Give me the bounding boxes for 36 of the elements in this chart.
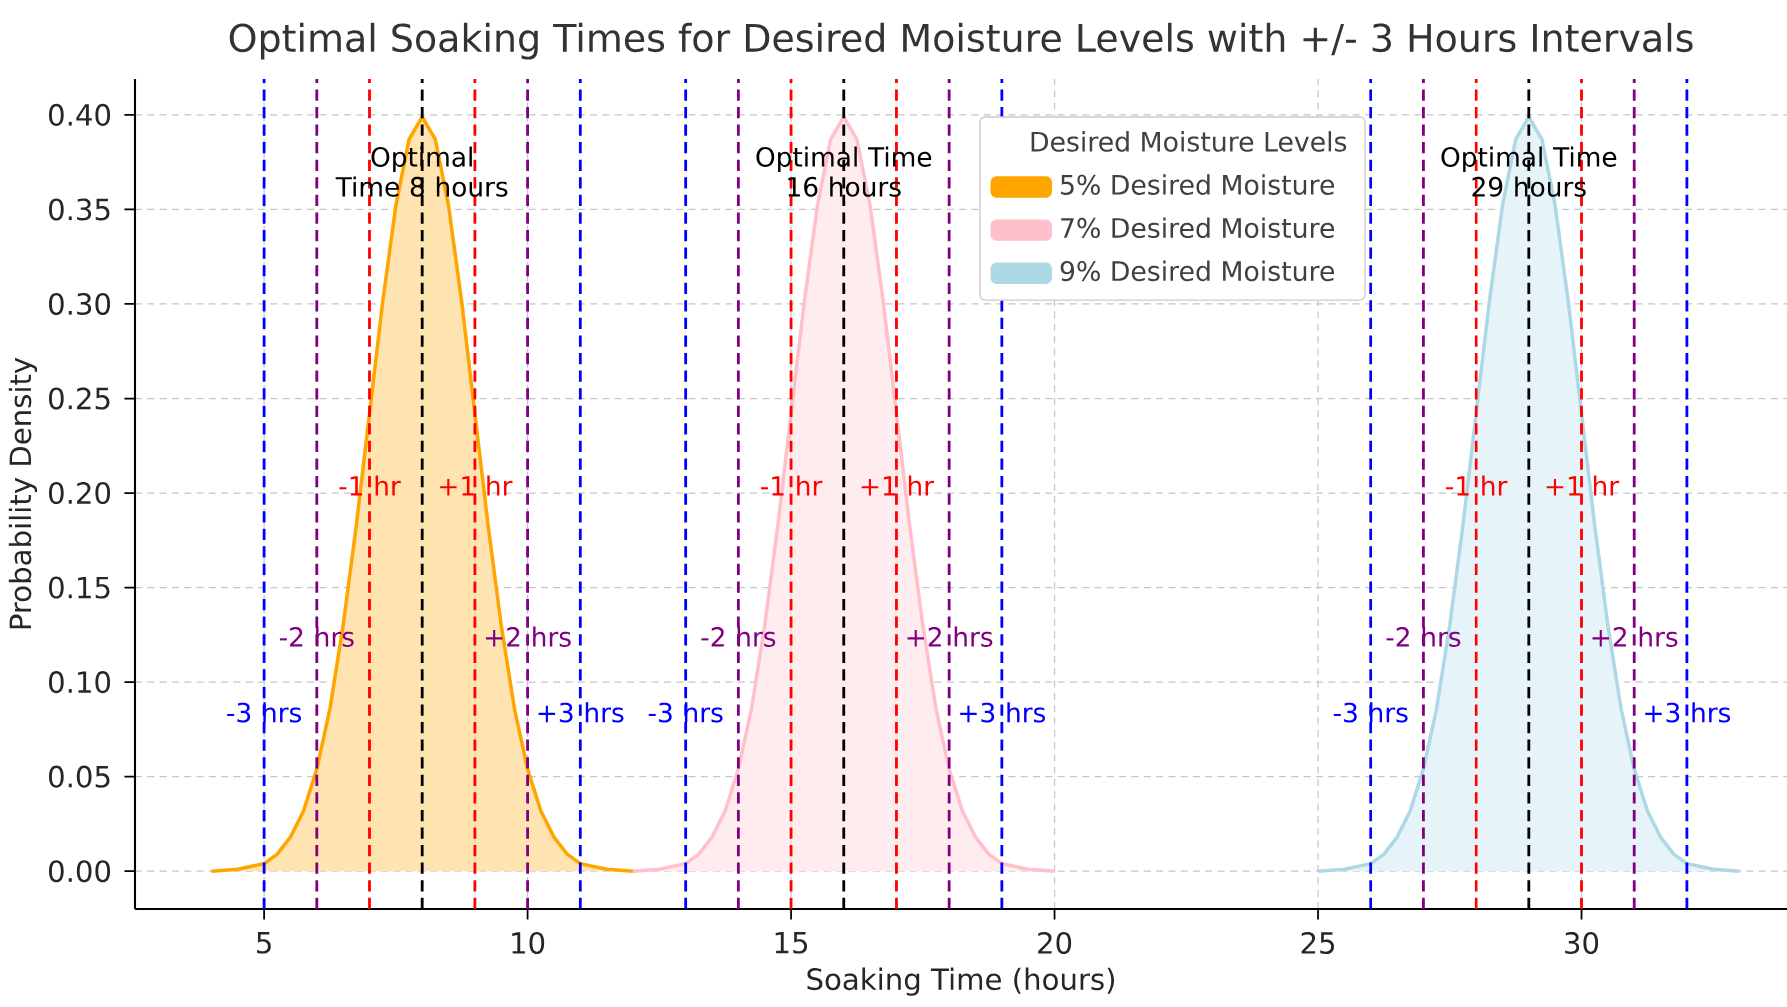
annotation: +1 hr xyxy=(861,475,935,496)
annotation: -2 hrs xyxy=(701,626,776,647)
legend-label: 5% Desired Moisture xyxy=(1061,174,1335,195)
legend-label: 7% Desired Moisture xyxy=(1061,217,1335,239)
y-tick-label: 0.05 xyxy=(49,765,110,788)
x-tick-label: 20 xyxy=(1038,931,1072,954)
annotation: Optimal Time 29 hours xyxy=(1441,146,1617,197)
x-axis-title: Soaking Time (hours) xyxy=(807,967,1115,996)
annotation: +3 hrs xyxy=(1645,702,1731,723)
x-tick-label: 10 xyxy=(512,931,545,954)
annotation: +2 hrs xyxy=(907,626,993,647)
x-tick-label: 15 xyxy=(775,931,808,954)
y-tick-label: 0.15 xyxy=(49,576,110,599)
y-tick-label: 0.10 xyxy=(49,671,111,694)
annotation: +2 hrs xyxy=(1592,626,1678,647)
annotation: +3 hrs xyxy=(538,702,624,723)
y-tick-label: 0.25 xyxy=(49,387,110,410)
annotation: -1 hr xyxy=(1446,475,1508,496)
annotation: -1 hr xyxy=(761,475,823,496)
annotation: +3 hrs xyxy=(960,702,1046,723)
legend-label: 9% Desired Moisture xyxy=(1060,260,1335,282)
annotation: +1 hr xyxy=(1546,475,1620,496)
x-tick-label: 5 xyxy=(257,931,271,954)
x-tick-label: 25 xyxy=(1301,931,1334,954)
y-tick-label: 0.00 xyxy=(49,860,111,883)
y-axis-title: Probability Density xyxy=(8,357,38,629)
annotation: Optimal Time 16 hours xyxy=(756,146,932,197)
x-tick-label: 30 xyxy=(1565,931,1599,954)
legend-title: Desired Moisture Levels xyxy=(1031,131,1347,152)
annotation: +1 hr xyxy=(440,475,513,496)
y-tick-label: 0.40 xyxy=(49,103,111,126)
chart-title: Optimal Soaking Times for Desired Moisture Levels with +/- 3 Hours Intervals xyxy=(229,22,1693,60)
y-tick-label: 0.20 xyxy=(49,482,111,505)
y-tick-label: 0.30 xyxy=(49,292,111,315)
y-tick-label: 0.35 xyxy=(49,198,110,221)
annotation: -2 hrs xyxy=(1386,626,1461,647)
